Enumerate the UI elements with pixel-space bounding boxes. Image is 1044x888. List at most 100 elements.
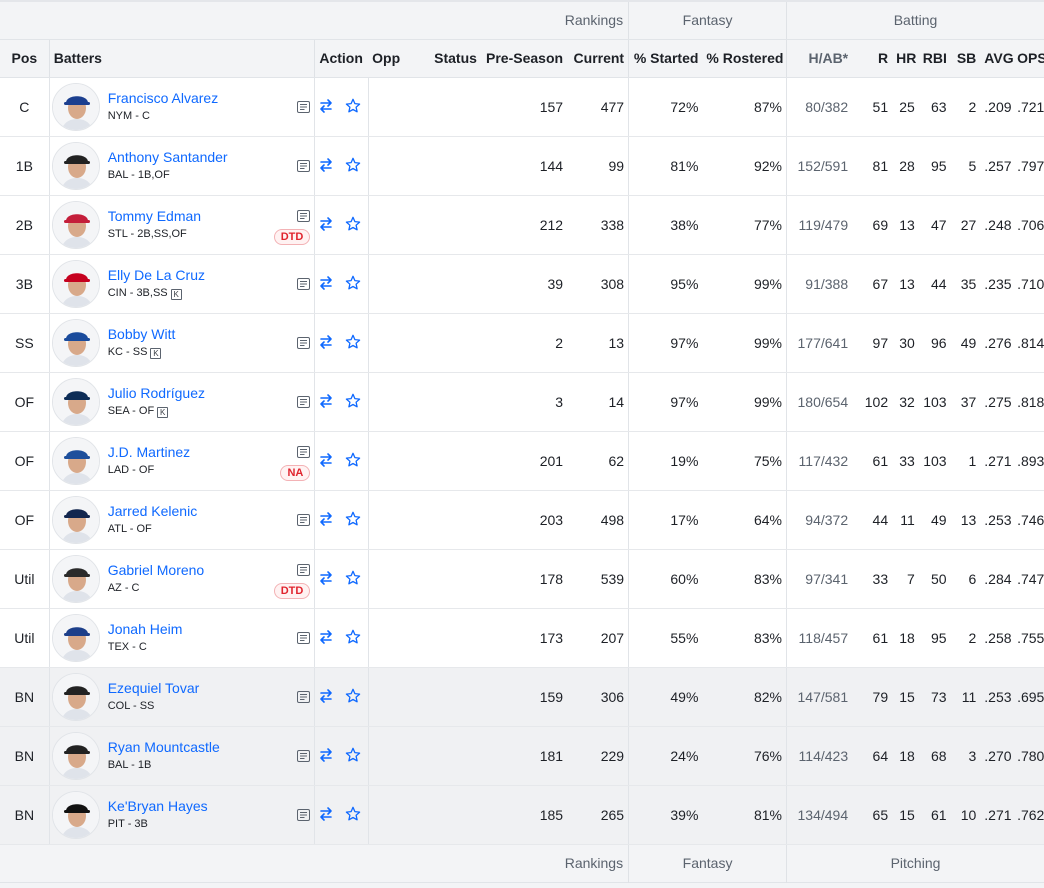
player-notes-icon[interactable] (297, 808, 311, 821)
player-notes-icon[interactable] (297, 100, 311, 113)
player-notes-icon[interactable] (297, 336, 311, 349)
position-cell[interactable]: OF (0, 431, 50, 491)
star-icon[interactable] (345, 452, 361, 468)
preseason-rank: 201 (480, 431, 568, 491)
col-sb[interactable]: SB (950, 39, 981, 78)
avatar (51, 377, 100, 426)
pct-started: 81% (628, 136, 703, 196)
position-cell[interactable]: C (0, 77, 50, 137)
position-cell[interactable]: 1B (0, 136, 50, 196)
stat-hr: 15 (892, 667, 919, 727)
star-icon[interactable] (345, 688, 361, 704)
pct-started: 17% (628, 490, 703, 550)
player-name-link[interactable]: Bobby Witt (107, 325, 176, 342)
stat-r: 102 (852, 372, 893, 432)
star-icon[interactable] (345, 157, 361, 173)
swap-icon[interactable] (319, 806, 333, 822)
player-notes-icon[interactable] (297, 690, 311, 703)
position-cell[interactable]: Util (0, 549, 50, 609)
player-name-link[interactable]: J.D. Martinez (107, 443, 191, 460)
star-icon[interactable] (345, 747, 361, 763)
team-position-text: KC - SS (107, 345, 148, 358)
col-ops[interactable]: OPS (1013, 39, 1044, 78)
position-cell[interactable]: OF (0, 490, 50, 550)
position-cell[interactable]: BN (0, 667, 50, 727)
col-pos: Pos (0, 39, 50, 78)
player-notes-icon[interactable] (297, 563, 311, 576)
position-cell[interactable]: 3B (0, 254, 50, 314)
player-name-link[interactable]: Jarred Kelenic (107, 502, 198, 519)
col-r[interactable]: R (852, 39, 893, 78)
player-name-link[interactable]: Gabriel Moreno (107, 561, 205, 578)
player-name-link[interactable]: Julio Rodríguez (107, 384, 205, 401)
col-rbi[interactable]: RBI (918, 39, 951, 78)
star-icon[interactable] (345, 393, 361, 409)
position-cell[interactable]: SS (0, 313, 50, 373)
star-icon[interactable] (345, 98, 361, 114)
group-rankings: Rankings (480, 843, 629, 882)
swap-icon[interactable] (319, 98, 333, 114)
group-rankings: Rankings (480, 0, 629, 40)
star-icon[interactable] (345, 275, 361, 291)
action-cell (314, 549, 369, 609)
stat-sb: 5 (950, 136, 981, 196)
player-notes-icon[interactable] (297, 631, 311, 644)
col-started[interactable]: % Started (628, 39, 703, 78)
action-cell (314, 726, 369, 786)
player-name-link[interactable]: Ryan Mountcastle (107, 738, 220, 755)
action-cell (314, 313, 369, 373)
swap-icon[interactable] (319, 452, 333, 468)
col-hr[interactable]: HR (892, 39, 919, 78)
swap-icon[interactable] (319, 275, 333, 291)
star-icon[interactable] (345, 511, 361, 527)
player-name-link[interactable]: Francisco Alvarez (107, 89, 219, 106)
position-cell[interactable]: 2B (0, 195, 50, 255)
group-blank (0, 0, 481, 40)
stat-avg: .253 (980, 667, 1014, 727)
player-notes-icon[interactable] (297, 513, 311, 526)
star-icon[interactable] (345, 334, 361, 350)
hits-at-bats: 80/382 (786, 77, 853, 137)
position-cell[interactable]: OF (0, 372, 50, 432)
position-cell[interactable]: BN (0, 726, 50, 786)
player-name-link[interactable]: Jonah Heim (107, 620, 183, 637)
col-current[interactable]: Current (567, 39, 629, 78)
col-rostered[interactable]: % Rostered (702, 39, 787, 78)
swap-icon[interactable] (319, 157, 333, 173)
swap-icon[interactable] (319, 216, 333, 232)
player-notes-icon[interactable] (297, 277, 311, 290)
swap-icon[interactable] (319, 747, 333, 763)
stat-sb: 6 (950, 549, 981, 609)
stat-hr: 25 (892, 77, 919, 137)
current-rank: 99 (567, 136, 629, 196)
current-rank: 338 (567, 195, 629, 255)
player-notes-icon[interactable] (297, 749, 311, 762)
team-position-text: ATL - OF (107, 522, 152, 535)
group-blank (0, 843, 481, 882)
team-position-text: BAL - 1B,OF (107, 168, 170, 181)
player-name-link[interactable]: Anthony Santander (107, 148, 228, 165)
player-name-link[interactable]: Ezequiel Tovar (107, 679, 200, 696)
col-avg[interactable]: AVG (980, 39, 1014, 78)
swap-icon[interactable] (319, 688, 333, 704)
star-icon[interactable] (345, 806, 361, 822)
player-name-link[interactable]: Tommy Edman (107, 207, 202, 224)
swap-icon[interactable] (319, 629, 333, 645)
player-notes-icon[interactable] (297, 159, 311, 172)
player-notes-icon[interactable] (297, 209, 311, 222)
star-icon[interactable] (345, 629, 361, 645)
position-cell[interactable]: Util (0, 608, 50, 668)
swap-icon[interactable] (319, 511, 333, 527)
star-icon[interactable] (345, 216, 361, 232)
col-preseason[interactable]: Pre-Season (480, 39, 568, 78)
star-icon[interactable] (345, 570, 361, 586)
stat-rbi: 73 (918, 667, 951, 727)
player-name-link[interactable]: Elly De La Cruz (107, 266, 205, 283)
player-notes-icon[interactable] (297, 445, 311, 458)
player-notes-icon[interactable] (297, 395, 311, 408)
position-cell[interactable]: BN (0, 785, 50, 845)
swap-icon[interactable] (319, 393, 333, 409)
player-name-link[interactable]: Ke'Bryan Hayes (107, 797, 208, 814)
swap-icon[interactable] (319, 334, 333, 350)
swap-icon[interactable] (319, 570, 333, 586)
